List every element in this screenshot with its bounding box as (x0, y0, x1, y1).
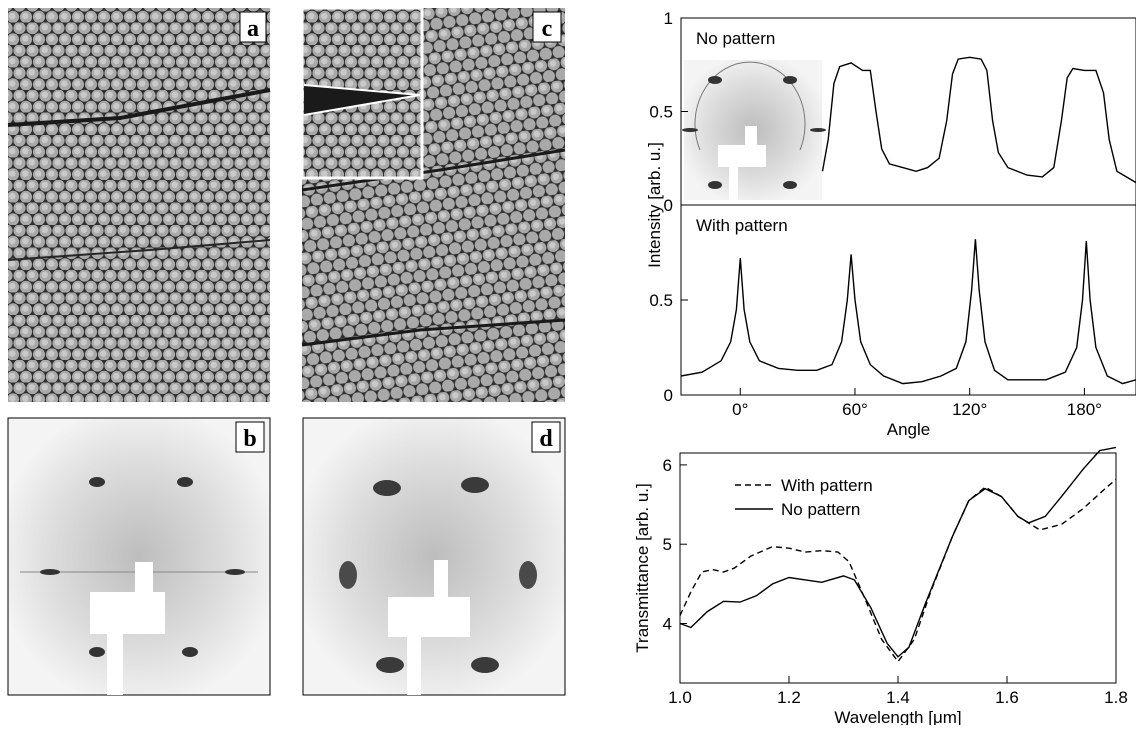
x-tick-label: 1.4 (886, 688, 910, 707)
y-tick-label: 4 (663, 615, 672, 634)
sem-image-c: c (302, 8, 565, 402)
plot-frame (680, 453, 1116, 683)
x-tick-label: 60° (842, 400, 868, 419)
y-tick-label: 0.5 (649, 291, 673, 310)
panel-label: d (539, 426, 553, 452)
y-axis-label: Transmittance [arb. u.] (633, 483, 652, 652)
data-line (823, 57, 1136, 182)
diffraction-d: d (303, 418, 565, 695)
annotation: No pattern (696, 29, 775, 48)
legend-label: With pattern (781, 476, 873, 495)
y-tick-label: 0.5 (649, 103, 673, 122)
y-tick-label: 1 (664, 9, 673, 28)
x-tick-label: 1.2 (777, 688, 801, 707)
panel-label: a (247, 16, 259, 42)
data-line (680, 447, 1116, 656)
y-tick-label: 0 (664, 386, 673, 405)
x-tick-label: 1.6 (995, 688, 1019, 707)
panel-label: c (542, 16, 553, 42)
panel-label: b (243, 426, 256, 452)
x-tick-label: 1.8 (1104, 688, 1128, 707)
annotation: With pattern (696, 216, 788, 235)
data-line (681, 239, 1136, 383)
y-tick-label: 5 (663, 535, 672, 554)
x-tick-label: 1.0 (668, 688, 692, 707)
x-tick-label: 120° (952, 400, 987, 419)
diffraction-inset (682, 60, 826, 200)
y-tick-label: 6 (663, 456, 672, 475)
diffraction-b: b (8, 418, 270, 695)
y-axis-label: Intensity [arb. u.] (645, 142, 664, 268)
data-line (680, 479, 1116, 661)
x-tick-label: 180° (1067, 400, 1102, 419)
x-axis-label: Angle (887, 420, 930, 439)
y-tick-label: 0 (664, 196, 673, 215)
legend-label: No pattern (781, 500, 860, 519)
x-axis-label: Wavelength [μm] (834, 708, 961, 725)
x-tick-label: 0° (732, 400, 748, 419)
sem-image-a: a (8, 8, 270, 402)
